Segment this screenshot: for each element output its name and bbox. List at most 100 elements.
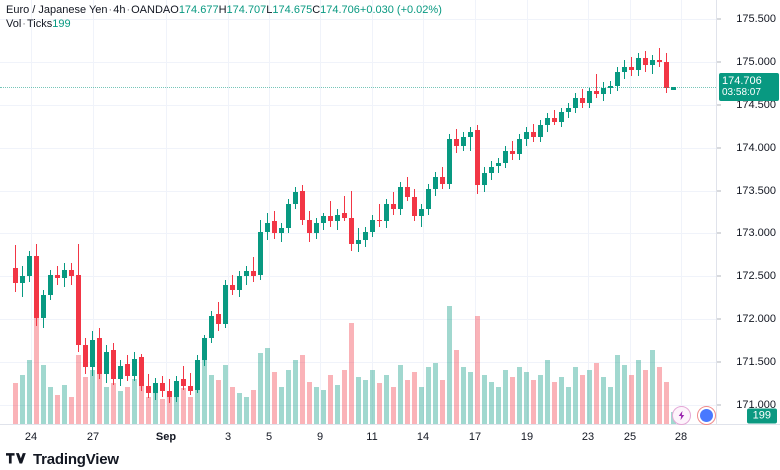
candle-body bbox=[33, 255, 39, 318]
candle-wick bbox=[631, 56, 632, 76]
volume-bar bbox=[222, 365, 228, 424]
volume-label[interactable]: Vol bbox=[6, 18, 22, 30]
price-scale[interactable]: 175.500 175.000 174.500 174.000 173.500 173.0… bbox=[717, 0, 780, 424]
candle-wick bbox=[183, 365, 184, 390]
price-tick-label: 174.000 bbox=[736, 141, 776, 154]
candle-body bbox=[327, 216, 333, 222]
candle-body bbox=[642, 58, 648, 66]
ohlc-close-label: C bbox=[312, 4, 321, 16]
volume-bar bbox=[201, 356, 207, 424]
volume-value-badge[interactable]: 199 bbox=[746, 408, 777, 424]
candle-wick bbox=[554, 109, 555, 126]
volume-bar bbox=[152, 392, 158, 424]
candle-body bbox=[341, 212, 347, 218]
volume-bar bbox=[439, 379, 445, 424]
bar-countdown-timer: 03:58:07 bbox=[722, 87, 761, 99]
volume-bar bbox=[243, 396, 249, 424]
volume-bar bbox=[124, 387, 130, 424]
candle-wick bbox=[393, 192, 394, 215]
volume-bar bbox=[502, 369, 508, 424]
time-tick-label: 17 bbox=[468, 431, 482, 443]
lightning-icon[interactable] bbox=[672, 406, 691, 425]
candle-body bbox=[628, 66, 634, 71]
time-tick-label: 28 bbox=[674, 431, 688, 443]
candle-body bbox=[614, 72, 620, 86]
candle-body bbox=[481, 173, 487, 186]
candle-body bbox=[362, 231, 368, 241]
tradingview-logo[interactable]: TradingView bbox=[6, 450, 119, 468]
volume-bar bbox=[327, 374, 333, 424]
time-tick-label: 9 bbox=[316, 431, 324, 443]
price-tick-label: 174.500 bbox=[736, 98, 776, 111]
volume-bar bbox=[19, 374, 25, 424]
price-tick-dash bbox=[717, 18, 721, 20]
volume-bar bbox=[306, 382, 312, 424]
candle-wick bbox=[470, 127, 471, 152]
candle-body bbox=[670, 87, 676, 90]
current-price-badge[interactable]: 174.706 03:58:07 bbox=[719, 73, 779, 102]
candle-wick bbox=[232, 274, 233, 296]
volume-bar bbox=[180, 388, 186, 424]
volume-bar bbox=[474, 315, 480, 424]
gridline-vertical bbox=[320, 0, 321, 424]
volume-bar bbox=[26, 360, 32, 424]
tradingview-mark-icon bbox=[6, 452, 26, 463]
volume-bar bbox=[397, 365, 403, 424]
candle-body bbox=[243, 271, 249, 277]
candle-body bbox=[551, 118, 557, 122]
volume-bar bbox=[453, 350, 459, 424]
time-tick-label: 5 bbox=[265, 431, 273, 443]
candle-body bbox=[159, 382, 165, 392]
candle-body bbox=[306, 219, 312, 234]
symbol-name[interactable]: Euro / Japanese Yen bbox=[6, 4, 108, 16]
volume-bar bbox=[656, 367, 662, 424]
candle-body bbox=[26, 255, 32, 277]
candle-body bbox=[376, 219, 382, 222]
candle-wick bbox=[596, 73, 597, 98]
candle-body bbox=[663, 61, 669, 88]
globe-icon[interactable] bbox=[697, 406, 716, 425]
candle-body bbox=[411, 197, 417, 217]
globe-inner-shape bbox=[700, 409, 713, 422]
gridline-horizontal bbox=[0, 191, 716, 192]
candle-body bbox=[180, 379, 186, 387]
price-tick-label: 171.000 bbox=[736, 399, 776, 412]
time-tick-label: 24 bbox=[24, 431, 38, 443]
candle-body bbox=[565, 108, 571, 112]
time-scale[interactable]: 24 27 Sep 3 5 9 11 14 17 19 23 25 28 bbox=[0, 424, 780, 448]
candle-body bbox=[110, 350, 116, 380]
volume-bar bbox=[607, 387, 613, 424]
candle-body bbox=[131, 358, 137, 376]
volume-bar bbox=[544, 360, 550, 424]
candle-body bbox=[320, 216, 326, 224]
ohlc-close-value: 174.706 bbox=[320, 4, 360, 16]
volume-bar bbox=[334, 384, 340, 424]
volume-bar bbox=[537, 374, 543, 424]
gridline-horizontal bbox=[0, 19, 716, 20]
candle-body bbox=[544, 118, 550, 126]
candle-wick bbox=[344, 195, 345, 222]
chart-overlays bbox=[0, 87, 716, 89]
chart-legend: Euro / Japanese Yen·4h·OANDAO174.677H174… bbox=[6, 4, 442, 31]
price-tick-dash bbox=[717, 190, 721, 192]
candle-body bbox=[75, 274, 81, 346]
volume-bar bbox=[663, 382, 669, 424]
chart-pane[interactable]: Euro / Japanese Yen·4h·OANDAO174.677H174… bbox=[0, 0, 717, 424]
volume-bar bbox=[103, 387, 109, 424]
volume-bar bbox=[621, 365, 627, 424]
price-tick-dash bbox=[717, 232, 721, 234]
gridline-horizontal bbox=[0, 148, 716, 149]
symbol-interval[interactable]: 4h bbox=[113, 4, 126, 16]
volume-bar bbox=[467, 372, 473, 424]
candle-body bbox=[474, 130, 480, 186]
volume-bar bbox=[236, 393, 242, 424]
volume-bar bbox=[145, 396, 151, 424]
candle-body bbox=[404, 187, 410, 198]
ohlc-low-label: L bbox=[266, 4, 273, 16]
candle-body bbox=[194, 360, 200, 390]
price-tick-label: 171.500 bbox=[736, 356, 776, 369]
time-tick-label: 27 bbox=[86, 431, 100, 443]
candle-body bbox=[607, 85, 613, 88]
candle-body bbox=[488, 166, 494, 174]
